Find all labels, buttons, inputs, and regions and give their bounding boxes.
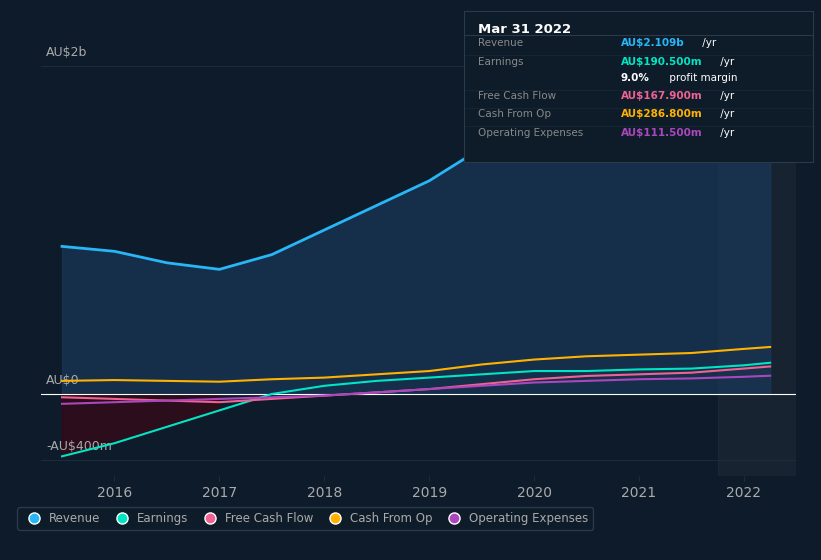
Text: /yr: /yr [717, 91, 734, 101]
Text: -AU$400m: -AU$400m [46, 440, 112, 453]
Text: AU$0: AU$0 [46, 375, 80, 388]
Bar [718, 17, 796, 476]
Text: /yr: /yr [717, 128, 734, 138]
Text: AU$2b: AU$2b [46, 46, 88, 59]
Text: AU$111.500m: AU$111.500m [621, 128, 703, 138]
Text: Mar 31 2022: Mar 31 2022 [478, 24, 571, 36]
Text: /yr: /yr [717, 57, 734, 67]
Text: Revenue: Revenue [478, 39, 523, 48]
Text: 9.0%: 9.0% [621, 73, 649, 83]
Text: Free Cash Flow: Free Cash Flow [478, 91, 556, 101]
Text: /yr: /yr [699, 39, 717, 48]
Text: AU$2.109b: AU$2.109b [621, 39, 685, 48]
Text: AU$286.800m: AU$286.800m [621, 110, 703, 119]
Text: Earnings: Earnings [478, 57, 523, 67]
Text: profit margin: profit margin [667, 73, 738, 83]
Text: Cash From Op: Cash From Op [478, 110, 551, 119]
Text: /yr: /yr [717, 110, 734, 119]
Text: AU$167.900m: AU$167.900m [621, 91, 703, 101]
Legend: Revenue, Earnings, Free Cash Flow, Cash From Op, Operating Expenses: Revenue, Earnings, Free Cash Flow, Cash … [17, 507, 594, 530]
Text: AU$190.500m: AU$190.500m [621, 57, 703, 67]
Text: Operating Expenses: Operating Expenses [478, 128, 583, 138]
